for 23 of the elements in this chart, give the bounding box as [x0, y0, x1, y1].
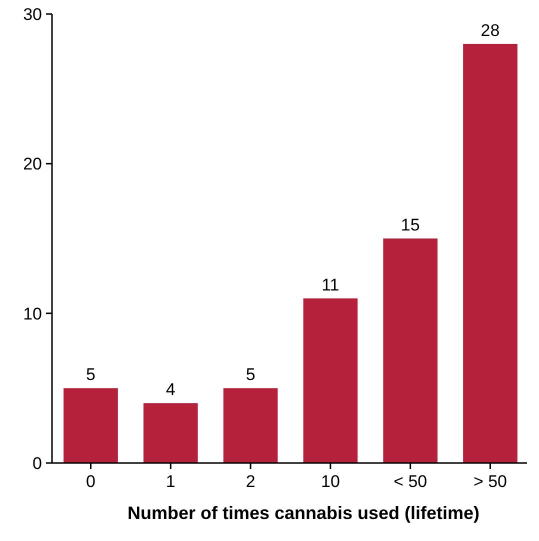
- bar: [223, 388, 278, 463]
- x-tick-label: 2: [246, 472, 256, 491]
- data-label: 5: [246, 365, 256, 384]
- bar: [463, 44, 518, 463]
- y-tick-label: 0: [32, 454, 42, 473]
- bar: [143, 403, 198, 463]
- x-tick-label: > 50: [473, 472, 508, 491]
- x-axis-title: Number of times cannabis used (lifetime): [127, 503, 480, 523]
- x-tick-label: < 50: [394, 472, 428, 491]
- data-label: 4: [166, 380, 176, 400]
- data-label: 11: [322, 275, 340, 294]
- x-tick-label: 1: [166, 472, 176, 491]
- bar: [64, 388, 118, 463]
- bar: [383, 238, 438, 463]
- data-label: 28: [480, 20, 500, 40]
- x-tick-label: 10: [320, 472, 340, 491]
- bar: [303, 298, 358, 463]
- y-tick-label: 10: [23, 304, 42, 324]
- x-tick-label: 0: [86, 472, 96, 491]
- data-label: 15: [400, 216, 420, 234]
- data-label: 5: [86, 365, 96, 384]
- y-tick-label: 20: [23, 154, 42, 174]
- y-tick-label: 30: [23, 4, 42, 24]
